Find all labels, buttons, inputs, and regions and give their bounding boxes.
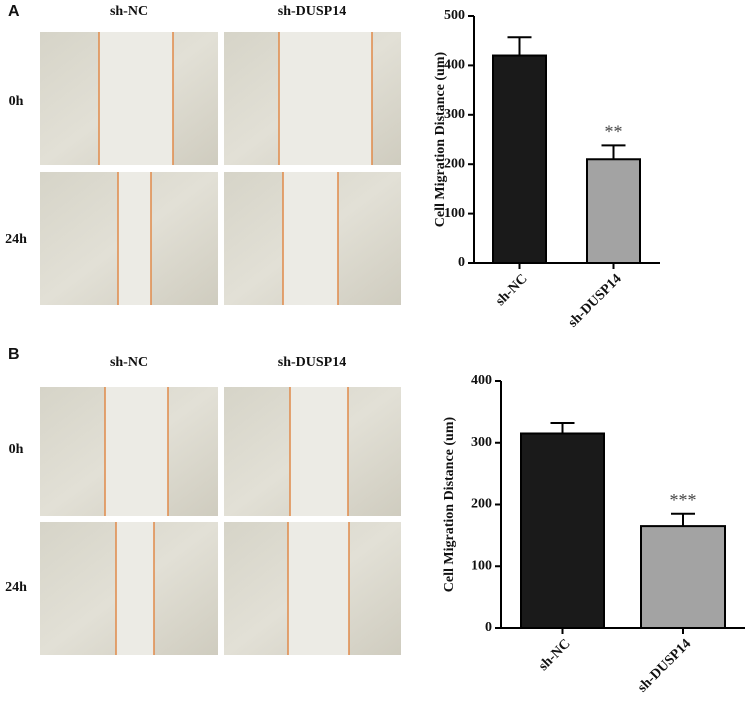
bar [520, 432, 605, 629]
column-label: sh-DUSP14 [278, 355, 346, 370]
y-tick-label: 0 [485, 620, 492, 635]
row-label: 0h [9, 442, 24, 457]
column-label: sh-NC [110, 355, 148, 370]
row-label: 24h [5, 580, 27, 595]
x-tick-label: sh-DUSP14 [635, 636, 694, 695]
bar [586, 158, 641, 264]
column-label: sh-NC [110, 4, 148, 19]
bar [492, 54, 547, 264]
y-axis-label: Cell Migration Distance (um) [433, 51, 448, 227]
x-tick-label: sh-NC [493, 271, 531, 309]
y-tick-label: 500 [444, 8, 465, 23]
y-tick-label: 100 [471, 558, 492, 573]
y-tick-label: 400 [444, 58, 465, 73]
bar [640, 525, 726, 629]
x-tick-label: sh-NC [536, 636, 574, 674]
row-label: 24h [5, 232, 27, 247]
panel-label: B [8, 346, 20, 363]
micrographs [40, 32, 401, 655]
y-tick-label: 200 [471, 497, 492, 512]
y-tick-label: 0 [458, 255, 465, 270]
annotation: *** [670, 490, 697, 510]
y-axis-label: Cell Migration Distance (um) [442, 416, 457, 592]
annotation: ** [605, 122, 623, 142]
x-tick-label: sh-DUSP14 [566, 271, 625, 330]
row-label: 0h [9, 94, 24, 109]
y-tick-label: 300 [444, 107, 465, 122]
column-label: sh-DUSP14 [278, 4, 346, 19]
y-tick-label: 200 [444, 156, 465, 171]
y-tick-label: 100 [444, 206, 465, 221]
y-tick-label: 400 [471, 373, 492, 388]
y-tick-label: 300 [471, 435, 492, 450]
panel-label: A [8, 3, 20, 20]
